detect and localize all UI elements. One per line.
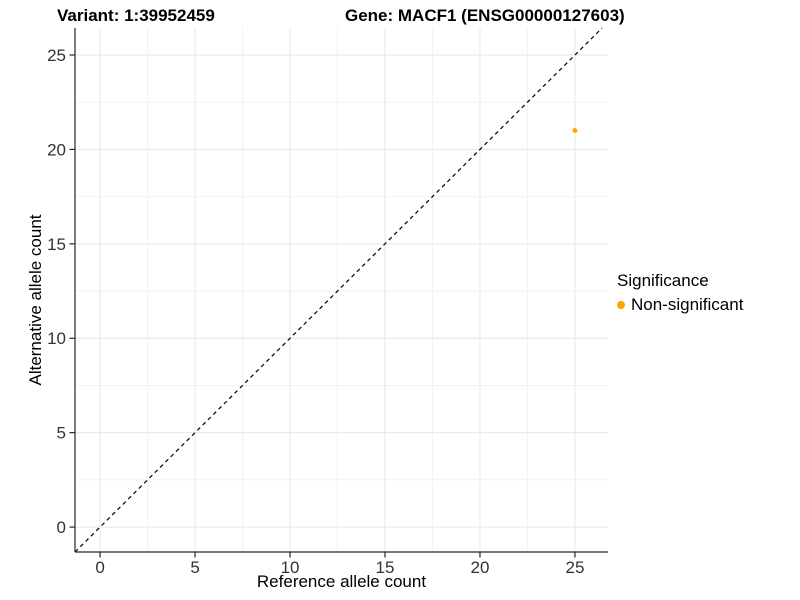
y-tick-label: 0 — [57, 518, 66, 537]
y-tick-label: 15 — [47, 235, 66, 254]
x-tick-label: 25 — [565, 558, 584, 577]
legend: Significance Non-significant — [617, 271, 743, 315]
x-axis-title: Reference allele count — [256, 572, 427, 591]
x-tick-label: 5 — [190, 558, 199, 577]
plot-title-gene: Gene: MACF1 (ENSG00000127603) — [345, 6, 625, 25]
plot-title-variant: Variant: 1:39952459 — [57, 6, 215, 25]
identity-dashed-line — [74, 27, 603, 553]
y-tick-label: 5 — [57, 424, 66, 443]
x-tick-label: 20 — [471, 558, 490, 577]
x-tick-label: 0 — [95, 558, 104, 577]
legend-item-label: Non-significant — [631, 295, 744, 314]
y-tick-label: 25 — [47, 46, 66, 65]
y-tick-label: 20 — [47, 140, 66, 159]
legend-point-icon — [617, 301, 625, 309]
legend-title: Significance — [617, 271, 709, 290]
legend-item-non-significant: Non-significant — [617, 295, 743, 315]
data-point — [572, 128, 578, 134]
x-tick-label: 10 — [281, 558, 300, 577]
x-tick-label: 15 — [376, 558, 395, 577]
y-tick-label: 10 — [47, 329, 66, 348]
y-axis-title: Alternative allele count — [26, 214, 45, 386]
